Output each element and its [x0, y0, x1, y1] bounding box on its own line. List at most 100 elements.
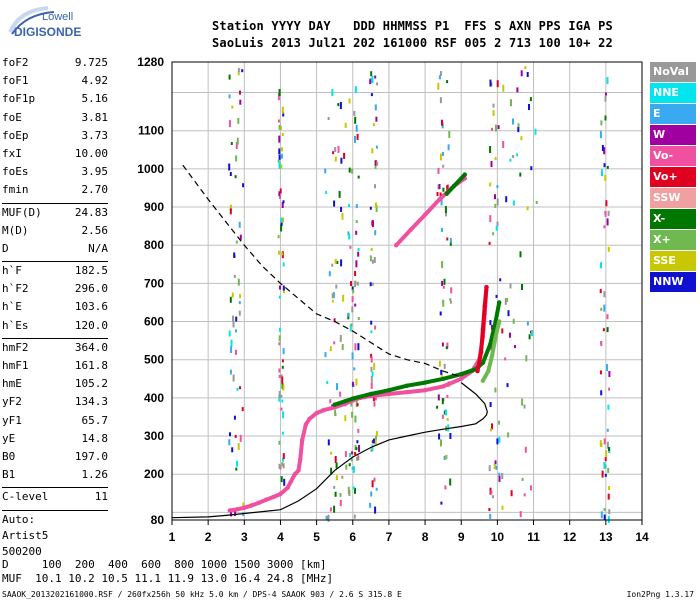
series-x--point: [480, 360, 486, 365]
noise-mark: [357, 175, 360, 179]
noise-mark: [439, 311, 442, 316]
noise-mark: [507, 432, 510, 438]
legend-item-ssw: SSW: [650, 188, 696, 208]
noise-mark: [328, 271, 331, 277]
noise-mark: [519, 172, 522, 177]
noise-mark: [493, 464, 496, 470]
noise-mark: [437, 394, 440, 401]
noise-mark: [603, 438, 606, 445]
noise-mark: [608, 447, 610, 451]
noise-mark: [449, 433, 452, 439]
noise-mark: [278, 368, 281, 373]
param-value: 296.0: [74, 282, 108, 296]
noise-mark: [496, 185, 499, 189]
y-tick-label: 500: [144, 353, 164, 367]
noise-mark: [281, 132, 284, 136]
noise-mark: [450, 287, 453, 294]
noise-mark: [607, 246, 610, 252]
noise-mark: [439, 71, 442, 76]
noise-mark: [329, 346, 332, 352]
param-value: 4.92: [81, 74, 109, 88]
noise-mark: [603, 514, 606, 521]
noise-mark: [327, 439, 330, 446]
noise-mark: [442, 187, 445, 192]
noise-mark: [507, 310, 510, 317]
param-value: 1.26: [81, 468, 109, 482]
noise-mark: [352, 465, 355, 473]
noise-mark: [370, 375, 373, 383]
legend-item-sse: SSE: [650, 251, 696, 271]
noise-mark: [603, 462, 606, 469]
noise-mark: [494, 460, 497, 465]
legend-item-w: W: [650, 125, 696, 145]
param-key: fmin: [2, 183, 29, 197]
noise-mark: [236, 460, 238, 467]
noise-mark: [489, 320, 492, 326]
noise-mark: [603, 163, 606, 168]
noise-mark: [237, 278, 240, 286]
noise-mark: [604, 92, 607, 96]
noise-mark: [521, 477, 524, 481]
noise-mark: [443, 410, 446, 415]
noise-mark: [445, 212, 447, 217]
noise-mark: [491, 127, 493, 131]
noise-mark: [339, 492, 342, 497]
noise-mark: [440, 439, 442, 447]
noise-mark: [521, 284, 523, 290]
noise-mark: [347, 486, 350, 494]
noise-mark: [443, 456, 446, 460]
noise-mark: [441, 342, 444, 347]
noise-mark: [372, 123, 375, 127]
noise-mark: [375, 435, 377, 440]
noise-mark: [343, 152, 346, 159]
param-value: 10.00: [74, 146, 108, 160]
noise-mark: [230, 339, 233, 347]
series-vo--point: [296, 468, 301, 473]
param-key: yF1: [2, 413, 22, 427]
noise-mark: [281, 252, 284, 256]
noise-mark: [446, 237, 449, 241]
noise-mark: [279, 196, 282, 199]
version-label: Ion2Png 1.3.17: [626, 590, 694, 599]
noise-mark: [241, 69, 244, 73]
noise-mark: [344, 122, 347, 128]
param-key: foEp: [2, 128, 29, 142]
noise-mark: [499, 278, 502, 282]
header-row-1: Station YYYY DAY DDD HHMMSS P1 FFS S AXN…: [212, 19, 613, 33]
series-vo-2f-point: [394, 243, 399, 248]
param-row: foF2 9.725: [2, 56, 108, 74]
noise-mark: [370, 366, 373, 372]
noise-mark: [341, 475, 344, 479]
noise-mark: [606, 327, 609, 333]
noise-mark: [371, 444, 374, 452]
legend-item-e: E: [650, 104, 696, 124]
y-tick-label: 600: [144, 315, 164, 329]
param-row: h`F 182.5: [2, 264, 108, 282]
noise-mark: [282, 217, 284, 223]
noise-mark: [607, 467, 610, 473]
y-tick-label: 400: [144, 391, 164, 405]
noise-mark: [233, 252, 236, 258]
noise-mark: [441, 261, 444, 269]
noise-mark: [599, 370, 602, 375]
noise-mark: [282, 262, 285, 267]
noise-mark: [375, 145, 378, 149]
series-x-2f-point: [462, 172, 467, 177]
param-value: 65.7: [81, 413, 109, 427]
noise-mark: [278, 440, 281, 445]
noise-mark: [236, 137, 239, 145]
noise-mark: [608, 509, 611, 515]
series-vo-2f-point: [437, 197, 442, 202]
x-tick-label: 7: [386, 530, 393, 544]
logo-line2: DIGISONDE: [14, 25, 81, 39]
muf-values-row: MUF 10.1 10.2 10.5 11.1 11.9 13.0 16.4 2…: [2, 572, 334, 585]
param-row: h`E 103.6: [2, 300, 108, 318]
noise-mark: [236, 387, 239, 391]
x-tick-label: 14: [635, 530, 649, 544]
param-value: 2.70: [81, 183, 109, 197]
noise-mark: [234, 511, 237, 516]
param-row: C-level 11: [2, 490, 108, 508]
legend-item-vo: Vo+: [650, 167, 696, 187]
noise-mark: [281, 399, 284, 403]
